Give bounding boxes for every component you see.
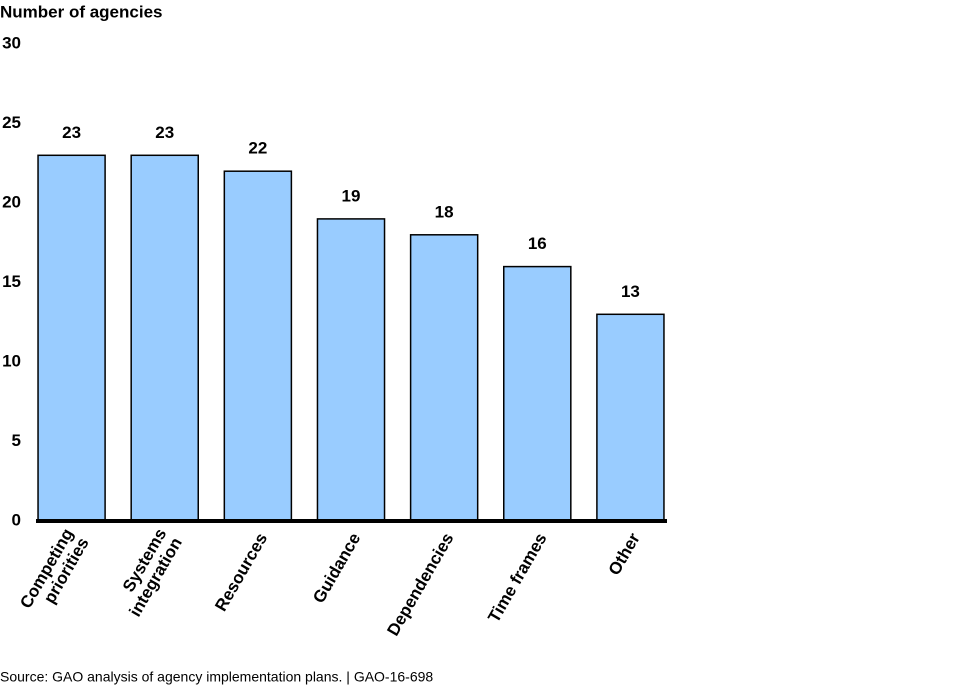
bar xyxy=(223,170,293,522)
y-tick-label: 15 xyxy=(2,272,21,291)
y-tick-label: 10 xyxy=(2,351,21,370)
bar xyxy=(37,154,106,522)
value-label: 23 xyxy=(62,123,81,142)
bar xyxy=(316,218,386,522)
x-tick-label-line: Other xyxy=(605,529,644,578)
bar xyxy=(503,265,572,522)
value-label: 22 xyxy=(248,139,267,158)
bar xyxy=(409,234,479,522)
y-tick-label: 20 xyxy=(2,192,21,211)
y-tick-label: 5 xyxy=(12,431,21,450)
y-tick-label: 25 xyxy=(2,113,21,132)
x-tick-label: Dependencies xyxy=(383,530,457,639)
source-note: Source: GAO analysis of agency implement… xyxy=(0,669,433,685)
value-label: 23 xyxy=(155,123,174,142)
y-axis-label: Number of agencies xyxy=(0,2,163,21)
x-tick-label-line: Resources xyxy=(211,530,271,615)
value-label: 18 xyxy=(435,202,454,221)
value-label: 13 xyxy=(621,282,640,301)
bar xyxy=(596,313,665,522)
bar xyxy=(130,154,199,522)
y-tick-label: 30 xyxy=(2,33,21,52)
x-tick-label: Resources xyxy=(211,530,271,615)
y-tick-label: 0 xyxy=(12,510,21,529)
x-tick-label-line: Dependencies xyxy=(383,530,457,639)
value-label: 16 xyxy=(528,234,547,253)
x-tick-label-line: Guidance xyxy=(309,530,364,607)
x-tick-label-line: Time frames xyxy=(484,530,550,626)
x-tick-label: Guidance xyxy=(309,530,364,607)
x-tick-label: Other xyxy=(605,529,644,578)
x-tick-label: Time frames xyxy=(484,530,550,626)
value-label: 19 xyxy=(342,186,361,205)
